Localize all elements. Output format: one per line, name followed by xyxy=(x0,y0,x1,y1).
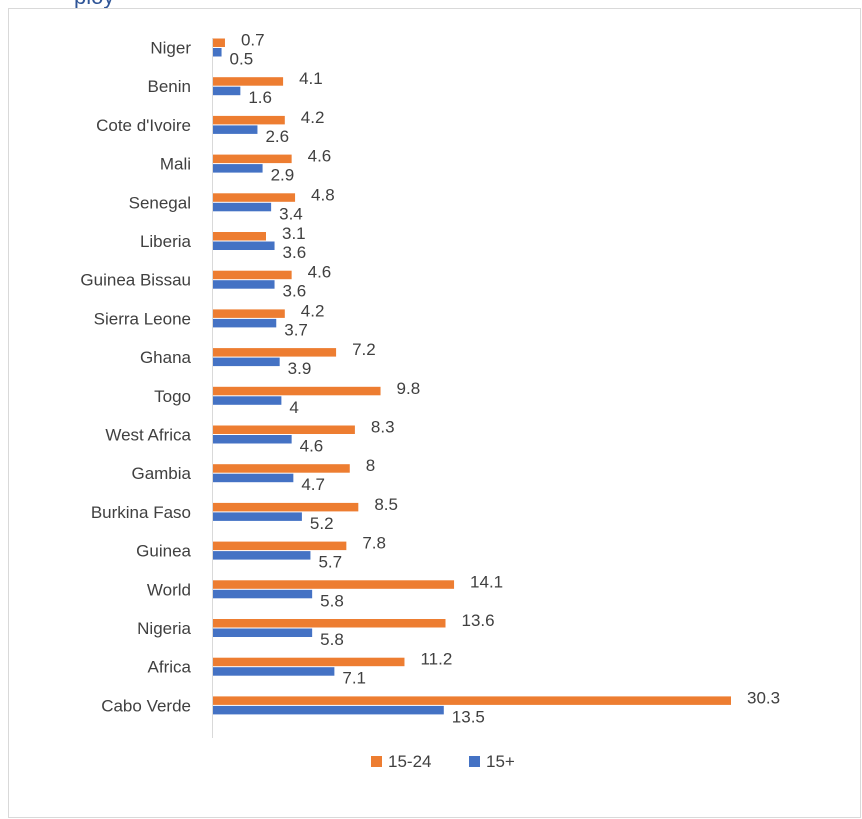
bar-15-24-liberia xyxy=(213,232,266,241)
value-label-15-24-togo: 9.8 xyxy=(397,379,421,398)
bar-15-24-africa xyxy=(213,658,404,667)
value-label-15-24-gambia: 8 xyxy=(366,456,375,475)
category-label-sierra-leone: Sierra Leone xyxy=(94,309,191,328)
value-label-15-24-cote-d-ivoire: 4.2 xyxy=(301,108,325,127)
value-label-15plus-guinea-bissau: 3.6 xyxy=(283,282,307,301)
bar-15-24-sierra-leone xyxy=(213,309,285,318)
category-label-niger: Niger xyxy=(150,39,191,58)
bar-15-24-mali xyxy=(213,155,292,164)
bar-15-24-benin xyxy=(213,77,283,86)
bar-15-24-guinea xyxy=(213,542,346,551)
bar-15plus-west-africa xyxy=(213,435,292,444)
value-label-15-24-sierra-leone: 4.2 xyxy=(301,301,325,320)
bar-15plus-mali xyxy=(213,164,263,173)
bar-15-24-niger xyxy=(213,39,225,48)
bar-15plus-ghana xyxy=(213,358,280,367)
category-label-nigeria: Nigeria xyxy=(137,619,191,638)
value-label-15-24-ghana: 7.2 xyxy=(352,340,376,359)
bar-15plus-niger xyxy=(213,48,222,57)
value-label-15plus-niger: 0.5 xyxy=(230,50,254,69)
value-label-15plus-ghana: 3.9 xyxy=(288,359,312,378)
bar-15-24-senegal xyxy=(213,193,295,202)
value-label-15plus-senegal: 3.4 xyxy=(279,204,303,223)
category-label-liberia: Liberia xyxy=(140,232,192,251)
value-label-15plus-west-africa: 4.6 xyxy=(300,437,324,456)
category-label-burkina-faso: Burkina Faso xyxy=(91,503,191,522)
category-label-guinea-bissau: Guinea Bissau xyxy=(80,271,191,290)
value-label-15-24-guinea: 7.8 xyxy=(362,534,386,553)
legend: 15-24 15+ xyxy=(371,752,515,771)
plot-area: Niger 0.70.5 Benin 4.1 1.6 Cote d'Ivoire 4.2 2.… xyxy=(80,31,780,727)
category-label-cote-d-ivoire: Cote d'Ivoire xyxy=(96,116,191,135)
value-label-15-24-senegal: 4.8 xyxy=(311,185,335,204)
legend-label-15plus: 15+ xyxy=(486,752,515,771)
value-label-15plus-africa: 7.1 xyxy=(342,669,366,688)
value-label-15-24-nigeria: 13.6 xyxy=(462,611,495,630)
bar-15-24-burkina-faso xyxy=(213,503,358,512)
category-label-world: World xyxy=(147,580,191,599)
category-label-togo: Togo xyxy=(154,387,191,406)
value-label-15plus-benin: 1.6 xyxy=(248,88,272,107)
heading-fragment: ploy xyxy=(74,0,114,9)
value-label-15plus-world: 5.8 xyxy=(320,591,344,610)
category-label-gambia: Gambia xyxy=(131,464,191,483)
value-label-15plus-burkina-faso: 5.2 xyxy=(310,514,334,533)
bar-15plus-senegal xyxy=(213,203,271,212)
value-label-15plus-liberia: 3.6 xyxy=(283,243,307,262)
value-label-15-24-guinea-bissau: 4.6 xyxy=(308,263,332,282)
value-label-15plus-cabo-verde: 13.5 xyxy=(452,707,485,726)
value-label-15-24-west-africa: 8.3 xyxy=(371,418,395,437)
legend-swatch-15-24 xyxy=(371,756,382,767)
bar-15plus-cabo-verde xyxy=(213,706,444,715)
value-label-15-24-africa: 11.2 xyxy=(420,650,452,669)
legend-swatch-15plus xyxy=(469,756,480,767)
bar-15plus-burkina-faso xyxy=(213,512,302,521)
bar-15-24-togo xyxy=(213,387,381,396)
value-label-15plus-cote-d-ivoire: 2.6 xyxy=(265,127,289,146)
category-label-mali: Mali xyxy=(160,155,191,174)
category-label-guinea: Guinea xyxy=(136,542,191,561)
bar-15-24-ghana xyxy=(213,348,336,357)
value-label-15-24-cabo-verde: 30.3 xyxy=(747,688,780,707)
bar-15plus-nigeria xyxy=(213,629,312,638)
bar-15plus-liberia xyxy=(213,242,275,251)
bar-15plus-guinea-bissau xyxy=(213,280,275,289)
bar-15plus-gambia xyxy=(213,474,293,483)
value-label-15plus-togo: 4 xyxy=(289,398,298,417)
bar-15plus-cote-d-ivoire xyxy=(213,125,257,133)
bar-15plus-world xyxy=(213,590,312,599)
value-label-15plus-mali: 2.9 xyxy=(271,166,295,185)
value-label-15-24-niger: 0.7 xyxy=(241,31,265,50)
value-label-15plus-guinea: 5.7 xyxy=(318,553,342,572)
value-label-15-24-mali: 4.6 xyxy=(308,147,332,166)
category-label-africa: Africa xyxy=(148,658,192,677)
bar-15plus-sierra-leone xyxy=(213,319,276,328)
value-label-15plus-gambia: 4.7 xyxy=(301,475,325,494)
bar-15plus-benin xyxy=(213,87,240,96)
bar-15-24-gambia xyxy=(213,464,350,473)
bar-15-24-cote-d-ivoire xyxy=(213,116,285,125)
bar-15-24-cabo-verde xyxy=(213,696,731,705)
bar-15-24-nigeria xyxy=(213,619,446,628)
bar-15-24-world xyxy=(213,580,454,589)
bar-15plus-guinea xyxy=(213,551,310,560)
value-label-15plus-nigeria: 5.8 xyxy=(320,630,344,649)
value-label-15-24-liberia: 3.1 xyxy=(282,224,306,243)
bar-15-24-guinea-bissau xyxy=(213,271,292,280)
category-label-senegal: Senegal xyxy=(129,193,191,212)
bar-15-24-west-africa xyxy=(213,426,355,435)
category-label-ghana: Ghana xyxy=(140,348,192,367)
value-label-15plus-sierra-leone: 3.7 xyxy=(284,320,308,339)
value-label-15-24-benin: 4.1 xyxy=(299,69,323,88)
value-label-15-24-burkina-faso: 8.5 xyxy=(374,495,398,514)
category-label-cabo-verde: Cabo Verde xyxy=(101,696,191,715)
value-label-15-24-world: 14.1 xyxy=(470,572,503,591)
category-label-west-africa: West Africa xyxy=(105,426,191,445)
legend-label-15-24: 15-24 xyxy=(388,752,431,771)
bar-15plus-africa xyxy=(213,667,334,676)
bar-15plus-togo xyxy=(213,396,281,405)
category-label-benin: Benin xyxy=(148,77,191,96)
